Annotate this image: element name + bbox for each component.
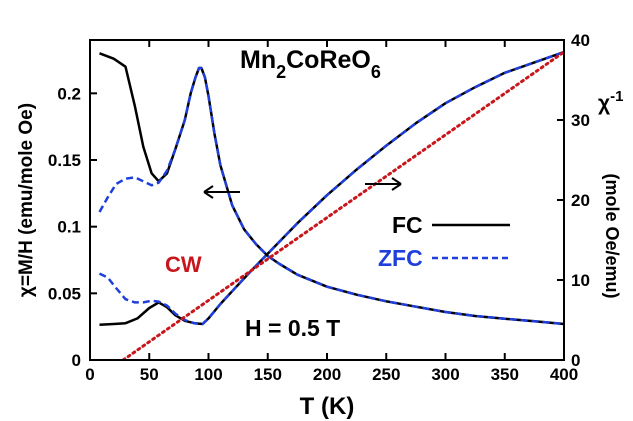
field-annotation: H = 0.5 T	[245, 315, 340, 341]
series-zfc-left	[98, 66, 564, 326]
y-left-tick-label: 0.2	[57, 84, 81, 103]
plot-frame	[89, 39, 565, 361]
cw-label: CW	[165, 252, 202, 277]
y-axis-left: 0 0.05 0.1 0.15 0.2	[48, 84, 97, 370]
right-axis-arrow	[365, 177, 402, 191]
series-zfc-right	[98, 50, 564, 326]
y-right-axis-units: (mole Oe/emu)	[602, 173, 622, 298]
y-left-tick-label: 0.1	[57, 218, 81, 237]
y-left-axis-label: χ=M/H (emu/mole Oe)	[16, 103, 37, 297]
legend: FC ZFC	[378, 212, 510, 271]
chart-title: Mn2CoReO6	[240, 46, 381, 82]
left-axis-arrow	[203, 185, 240, 199]
y-left-tick-label: 0.15	[48, 151, 81, 170]
x-tick-label: 300	[431, 365, 459, 384]
y-right-axis-symbol: χ-1	[598, 88, 623, 115]
x-tick-label: 200	[313, 365, 341, 384]
x-tick-label: 0	[85, 365, 94, 384]
legend-zfc-label: ZFC	[378, 245, 423, 271]
x-tick-label: 150	[254, 365, 282, 384]
x-tick-label: 350	[491, 365, 519, 384]
y-right-tick-label: 20	[571, 191, 590, 210]
x-axis-label: T (K)	[300, 393, 355, 420]
y-left-tick-label: 0.05	[48, 284, 81, 303]
x-tick-label: 250	[372, 365, 400, 384]
legend-fc-label: FC	[392, 212, 423, 238]
y-axis-right: 0 10 20 30 40	[557, 31, 590, 370]
series-fc-left	[99, 52, 564, 326]
y-right-tick-label: 30	[571, 111, 590, 130]
x-tick-label: 400	[550, 365, 578, 384]
y-left-tick-label: 0	[72, 351, 81, 370]
x-axis: 0 50 100 150 200 250 300 350 400	[85, 40, 578, 384]
y-right-tick-label: 40	[571, 31, 590, 50]
x-tick-label: 100	[194, 365, 222, 384]
x-tick-label: 50	[140, 365, 159, 384]
y-right-tick-label: 10	[571, 271, 590, 290]
series-fc-right	[99, 50, 564, 327]
y-right-tick-label: 0	[571, 351, 580, 370]
series-layer	[98, 50, 564, 360]
series-cw-right	[121, 50, 564, 360]
